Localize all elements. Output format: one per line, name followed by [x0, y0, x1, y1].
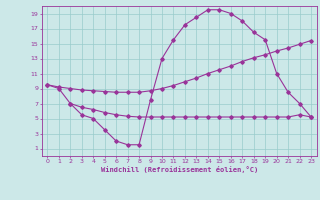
X-axis label: Windchill (Refroidissement éolien,°C): Windchill (Refroidissement éolien,°C): [100, 166, 258, 173]
